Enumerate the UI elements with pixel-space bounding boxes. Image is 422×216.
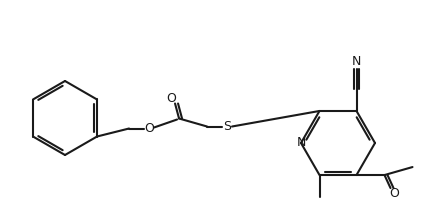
Text: S: S bbox=[223, 120, 231, 133]
Text: O: O bbox=[144, 122, 154, 135]
Text: N: N bbox=[296, 137, 306, 149]
Text: O: O bbox=[390, 187, 400, 200]
Text: N: N bbox=[352, 56, 361, 68]
Text: O: O bbox=[166, 92, 176, 105]
